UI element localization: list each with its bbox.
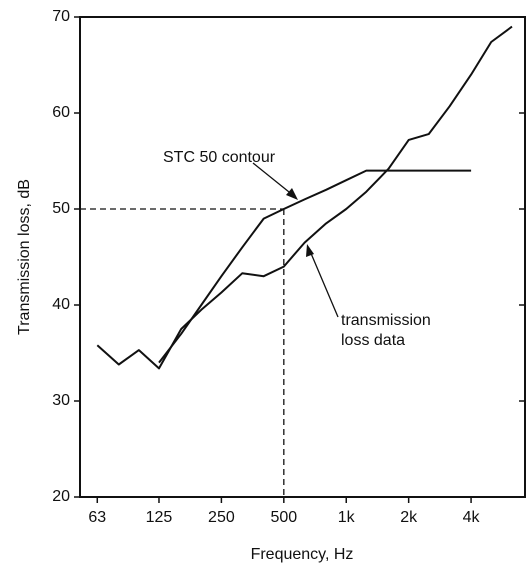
x-tick-label: 125 (146, 509, 173, 526)
annotation: loss data (341, 332, 405, 349)
annotation-arrow (309, 250, 339, 318)
x-tick-label: 1k (338, 509, 356, 526)
y-axis-title: Transmission loss, dB (16, 179, 33, 335)
arrowhead (306, 244, 314, 257)
y-tick-label: 60 (52, 104, 70, 121)
x-tick-label: 63 (88, 509, 106, 526)
y-tick-label: 40 (52, 296, 70, 313)
x-tick-label: 2k (400, 509, 418, 526)
annotation: transmission (341, 312, 431, 329)
annotation-arrow (252, 162, 295, 197)
arrowhead (286, 188, 298, 200)
data-line (96, 25, 513, 370)
x-tick-label: 4k (463, 509, 481, 526)
y-tick-label: 70 (52, 8, 70, 25)
annotation: STC 50 contour (163, 149, 276, 166)
x-tick-label: 250 (208, 509, 235, 526)
y-tick-label: 30 (52, 392, 70, 409)
plot-frame (79, 16, 526, 498)
data-line (158, 169, 472, 364)
y-tick-label: 20 (52, 488, 70, 505)
x-axis-title: Frequency, Hz (251, 546, 354, 563)
x-tick-label: 500 (270, 509, 297, 526)
y-tick-label: 50 (52, 200, 70, 217)
